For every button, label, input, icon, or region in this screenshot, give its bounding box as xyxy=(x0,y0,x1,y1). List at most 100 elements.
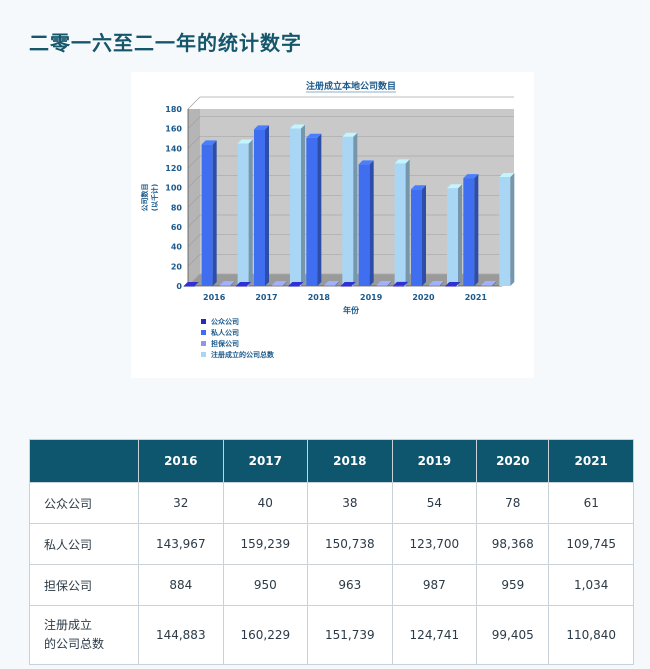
table-cell: 124,741 xyxy=(391,605,478,665)
table-header-cell: 2018 xyxy=(307,439,393,483)
gridline xyxy=(187,175,201,188)
table-header-cell: 2019 xyxy=(391,439,478,483)
table-cell: 160,229 xyxy=(222,605,309,665)
bar xyxy=(376,285,388,286)
table-cell: 32 xyxy=(138,482,224,524)
bar-side xyxy=(283,281,287,286)
bar xyxy=(481,284,493,286)
bar-top xyxy=(340,281,356,286)
row-label-line: 注册成立 xyxy=(44,618,93,632)
bar xyxy=(288,285,300,287)
bar-side xyxy=(247,281,251,286)
table-cell: 143,967 xyxy=(138,523,224,565)
y-tick-label: 0 xyxy=(176,282,182,291)
page-title: 二零一六至二一年的统计数字 xyxy=(29,31,302,56)
bar-side xyxy=(248,139,253,286)
bar-side xyxy=(301,124,305,286)
bar xyxy=(342,136,354,286)
bar-side xyxy=(369,160,374,286)
table-row: 私人公司 143,967 159,239 150,738 123,700 98,… xyxy=(29,523,634,565)
plot-side-wall xyxy=(188,109,200,286)
y-axis-label: 公司数目 xyxy=(140,184,149,212)
bar-top xyxy=(463,174,479,179)
legend-label: 私人公司 xyxy=(210,328,239,337)
x-tick-label: 2020 xyxy=(412,293,435,302)
bar-side xyxy=(335,281,340,286)
row-label: 私人公司 xyxy=(29,523,139,565)
bar xyxy=(394,163,406,286)
table-row: 担保公司 884 950 963 987 959 1,034 xyxy=(29,564,634,606)
bar-top xyxy=(342,132,358,137)
table-header-cell: 2016 xyxy=(138,439,224,483)
y-tick-label: 140 xyxy=(165,144,182,153)
x-tick-label: 2018 xyxy=(308,293,331,302)
gridline xyxy=(187,96,201,110)
bar-top xyxy=(254,125,269,130)
legend-label: 担保公司 xyxy=(211,339,239,348)
bar-top xyxy=(201,140,217,145)
y-tick-label: 180 xyxy=(165,105,182,114)
row-label: 公众公司 xyxy=(29,482,139,524)
table-cell: 150,738 xyxy=(307,523,393,565)
table-cell: 1,034 xyxy=(548,564,634,606)
bar-top xyxy=(219,281,235,286)
x-tick-label: 2021 xyxy=(465,293,488,302)
table-cell: 40 xyxy=(222,482,309,524)
bar xyxy=(183,285,195,287)
x-tick-label: 2017 xyxy=(255,293,277,302)
table-cell: 144,883 xyxy=(138,605,224,665)
bar xyxy=(237,143,249,286)
bar xyxy=(272,285,283,286)
bar xyxy=(358,164,370,286)
table-cell: 61 xyxy=(548,482,634,524)
bar-side xyxy=(387,281,392,286)
table-cell: 123,700 xyxy=(391,523,478,565)
gridline xyxy=(187,116,201,129)
bar-side xyxy=(404,281,408,286)
bar-side xyxy=(194,281,199,286)
bar-side xyxy=(458,184,462,286)
bar xyxy=(219,285,231,286)
bar-side xyxy=(212,140,217,286)
gridline xyxy=(187,195,201,208)
bar xyxy=(340,285,352,287)
chart-container: 0 20 40 60 80 100 120 140 160 180 2016 2017 2018 2019… xyxy=(131,72,534,378)
bar-top xyxy=(393,281,408,286)
table-header-cell: 2020 xyxy=(476,439,550,483)
table-cell: 884 xyxy=(138,564,224,606)
bar-side xyxy=(353,132,358,286)
gridline xyxy=(187,136,201,149)
x-axis-label: 年份 xyxy=(343,305,360,315)
statistics-table: 2016 2017 2018 2019 2020 2021 公众公司 32 40… xyxy=(29,439,634,665)
bar xyxy=(201,144,213,286)
table-header-cell: 2017 xyxy=(222,439,309,483)
bar-top xyxy=(429,281,444,286)
bar-top xyxy=(358,160,374,165)
table-row: 公众公司 32 40 38 54 78 61 xyxy=(29,482,634,524)
table-cell: 963 xyxy=(307,564,393,606)
bar xyxy=(324,285,336,286)
table-cell: 159,239 xyxy=(222,523,309,565)
bar-top xyxy=(290,124,305,129)
table-cell: 110,840 xyxy=(548,605,634,665)
bar-top xyxy=(481,280,497,285)
row-label: 注册成立 的公司总数 xyxy=(29,605,139,665)
bar-top xyxy=(183,281,199,286)
legend-swatch xyxy=(201,319,206,324)
bar-side xyxy=(230,281,235,286)
bar-side xyxy=(299,281,304,286)
y-tick-label: 60 xyxy=(171,223,183,232)
bar-side xyxy=(456,281,461,286)
bar xyxy=(306,137,318,286)
row-label: 担保公司 xyxy=(29,564,139,606)
legend-swatch xyxy=(201,352,206,357)
table-cell: 950 xyxy=(222,564,309,606)
bar-top xyxy=(288,281,304,286)
y-tick-label: 40 xyxy=(171,243,183,252)
y-axis-unit-label: (以千计) xyxy=(150,184,159,211)
gridline xyxy=(187,234,201,247)
table-cell: 54 xyxy=(391,482,478,524)
bar-top xyxy=(447,184,462,189)
gridline xyxy=(187,254,201,267)
bar-side xyxy=(510,173,515,286)
